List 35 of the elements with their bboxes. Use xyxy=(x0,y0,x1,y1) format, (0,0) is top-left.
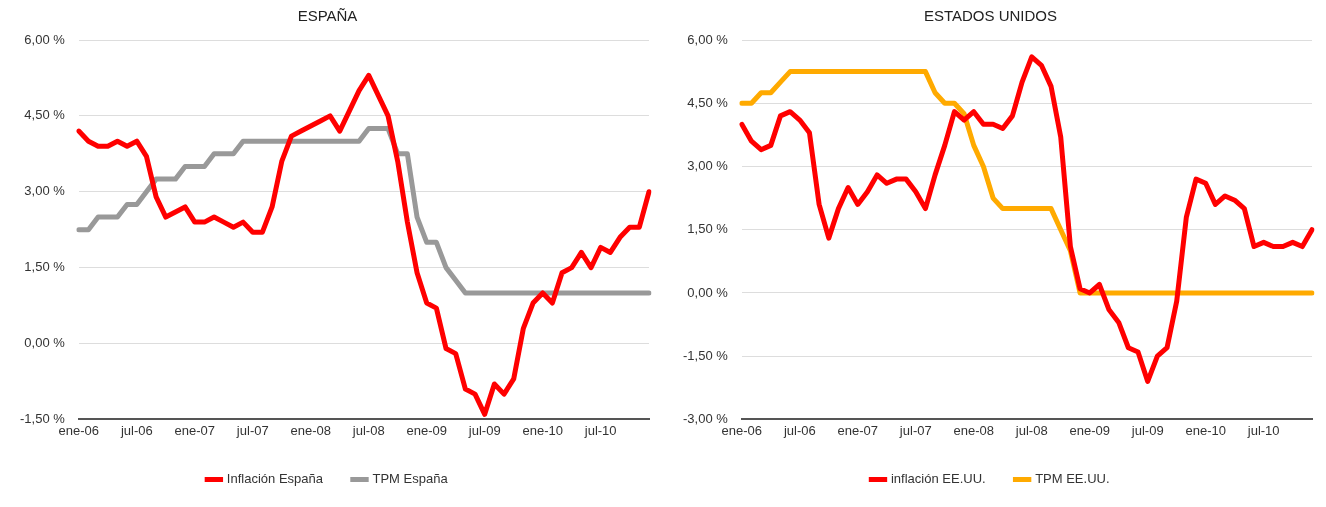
legend-label: Inflación España xyxy=(226,471,324,487)
x-tick-label: ene-10 xyxy=(522,422,563,438)
x-tick-label: jul-07 xyxy=(235,422,269,438)
y-tick-label: 6,00 % xyxy=(687,31,729,47)
legend-label: TPM EE.UU. xyxy=(1035,471,1110,487)
x-tick-label: ene-07 xyxy=(174,422,216,438)
x-tick-label: jul-09 xyxy=(1130,422,1164,438)
x-tick-label: jul-06 xyxy=(782,422,816,438)
y-tick-label: 4,50 % xyxy=(24,107,66,123)
x-tick-label: ene-09 xyxy=(406,422,447,438)
x-tick-label: jul-09 xyxy=(467,422,501,438)
y-tick-label: 1,50 % xyxy=(24,259,66,275)
y-tick-label: 6,00 % xyxy=(24,31,66,47)
x-tick-label: jul-08 xyxy=(1014,422,1048,438)
y-tick-label: 1,50 % xyxy=(687,221,729,237)
legend-label: TPM España xyxy=(372,471,449,487)
x-tick-label: jul-07 xyxy=(898,422,932,438)
y-tick-label: 3,00 % xyxy=(24,183,66,199)
x-tick-label: jul-10 xyxy=(1246,422,1280,438)
x-tick-label: ene-10 xyxy=(1185,422,1226,438)
y-tick-label: 4,50 % xyxy=(687,94,729,110)
y-tick-label: 0,00 % xyxy=(687,284,729,300)
x-tick-label: ene-08 xyxy=(290,422,331,438)
x-tick-label: jul-06 xyxy=(119,422,153,438)
x-tick-label: jul-10 xyxy=(583,422,617,438)
y-tick-label: 0,00 % xyxy=(24,335,66,351)
y-tick-label: -1,50 % xyxy=(682,347,729,363)
chart-title: ESPAÑA xyxy=(297,7,358,25)
x-tick-label: ene-09 xyxy=(1069,422,1110,438)
x-tick-label: ene-08 xyxy=(953,422,994,438)
x-tick-label: ene-07 xyxy=(837,422,879,438)
y-tick-label: 3,00 % xyxy=(687,158,729,174)
x-tick-label: jul-08 xyxy=(351,422,385,438)
chart-title: ESTADOS UNIDOS xyxy=(923,7,1058,25)
legend-label: inflación EE.UU. xyxy=(890,471,986,487)
